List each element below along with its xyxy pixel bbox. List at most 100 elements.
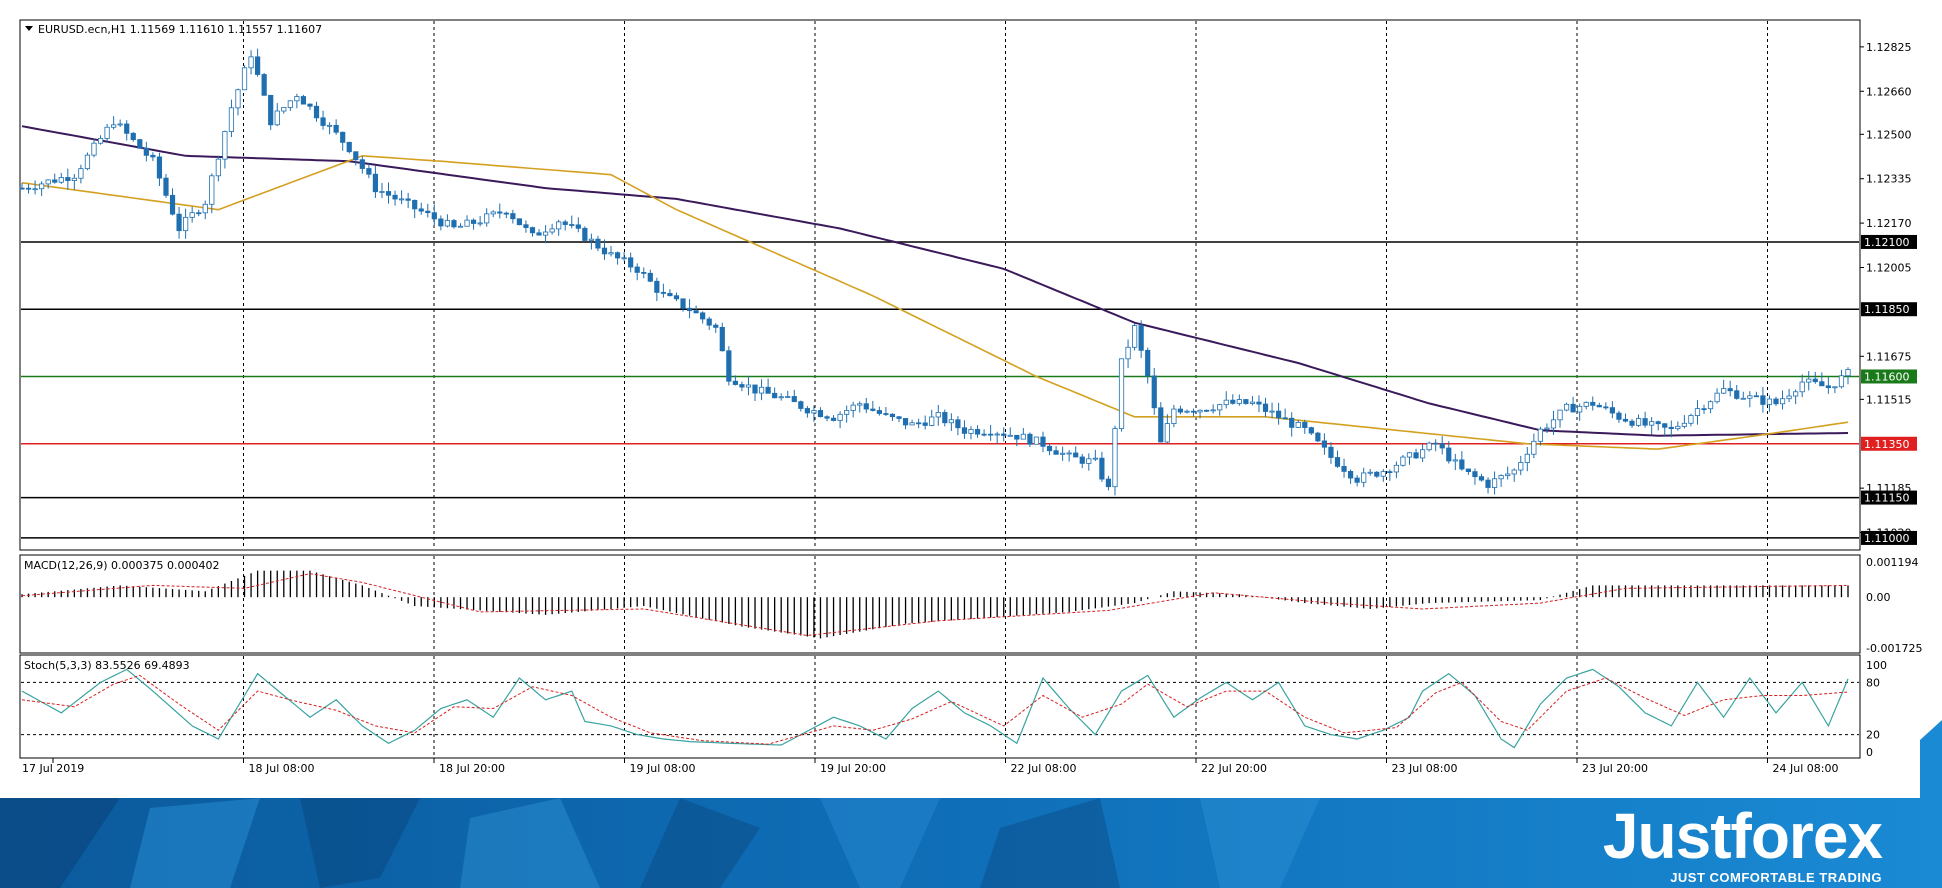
candle-body — [732, 380, 738, 385]
candle-body — [693, 310, 699, 314]
candle-body — [745, 384, 752, 388]
candle-body — [1243, 399, 1249, 404]
candle-body — [994, 433, 1000, 436]
candle-body — [837, 413, 843, 421]
candle-body — [209, 175, 215, 205]
candle-body — [300, 96, 307, 105]
candle-body — [248, 56, 254, 69]
stoch-signal-line — [21, 674, 1849, 745]
candle-body — [772, 392, 778, 399]
candle-body — [1707, 401, 1714, 410]
candle-body — [71, 177, 77, 181]
candle-body — [163, 177, 169, 196]
candle-body — [1773, 398, 1779, 405]
candle-body — [588, 238, 594, 241]
level-label: 1.11350 — [1864, 438, 1910, 451]
candle-body — [686, 307, 693, 312]
candle-body — [1295, 421, 1301, 428]
candle-body — [45, 179, 51, 185]
candle-body — [287, 100, 293, 108]
justforex-logo: Justforex JUST COMFORTABLE TRADING — [1562, 800, 1883, 888]
candle-body — [1001, 433, 1007, 436]
candle-body — [942, 412, 948, 424]
candle-body — [143, 147, 149, 156]
stoch-title: Stoch(5,3,3) 83.5526 69.4893 — [24, 659, 190, 672]
candle-body — [1132, 325, 1138, 348]
logo-brand: Justforex — [1602, 800, 1883, 872]
candle-body — [680, 298, 686, 309]
candle-body — [346, 141, 352, 153]
candle-body — [117, 123, 123, 126]
candle-body — [1315, 432, 1321, 442]
candle-body — [241, 67, 248, 91]
chart-menu-triangle-icon[interactable] — [25, 26, 33, 31]
price-axis: 1.12825 1.12660 1.12500 1.12335 1.12170 1.120… — [1860, 41, 1912, 540]
candle-body — [569, 224, 575, 226]
candle-body — [1812, 378, 1818, 383]
candle-body — [97, 137, 104, 144]
candle-body — [438, 218, 444, 227]
candle-body — [1819, 381, 1825, 387]
candle-body — [130, 132, 136, 141]
candle-body — [1125, 346, 1131, 360]
candle-body — [176, 213, 182, 232]
candle-body — [1524, 453, 1530, 463]
candle-body — [1276, 410, 1282, 419]
candle-body — [1184, 410, 1190, 413]
candle-body — [608, 252, 614, 255]
candle-body — [333, 124, 339, 133]
candle-body — [307, 103, 313, 107]
candle-body — [1642, 418, 1648, 426]
candle-body — [1204, 409, 1210, 412]
candle-body — [1230, 399, 1236, 404]
candle-body — [1799, 381, 1805, 393]
candle-body — [418, 208, 424, 212]
level-tag — [1861, 234, 1917, 249]
candle-body — [490, 211, 496, 215]
level-label: 1.12100 — [1864, 236, 1910, 249]
candle-body — [1518, 462, 1524, 471]
candle-body — [1734, 390, 1740, 399]
candle-body — [78, 168, 84, 179]
candle-body — [327, 124, 333, 127]
candle-body — [1714, 392, 1720, 403]
candle-body — [1112, 428, 1118, 488]
level-label: 1.11600 — [1864, 370, 1910, 383]
macd-axis: 0.001194 0.00 -0.001725 — [1866, 556, 1922, 655]
candle-body — [700, 312, 706, 320]
candle-body — [405, 198, 411, 201]
candle-body — [235, 89, 241, 109]
candle-body — [935, 412, 941, 418]
candle-body — [1563, 403, 1570, 411]
candle-body — [1485, 479, 1491, 488]
stoch-tick-label: 80 — [1866, 676, 1880, 689]
candle-body — [1033, 436, 1040, 445]
candle-body — [726, 350, 732, 382]
candle-body — [1118, 358, 1125, 430]
candle-body — [1040, 436, 1046, 447]
candle-body — [215, 158, 221, 177]
candle-body — [1727, 388, 1733, 392]
candle-body — [1832, 386, 1838, 389]
ma-fast-line — [21, 154, 1849, 450]
candle-body — [1622, 418, 1629, 422]
candle-body — [909, 422, 915, 426]
time-label: 23 Jul 20:00 — [1582, 762, 1648, 775]
candle-body — [804, 408, 810, 414]
candle-body — [634, 266, 640, 273]
candle-body — [431, 212, 437, 220]
candle-body — [353, 151, 359, 161]
candle-body — [981, 433, 987, 436]
candle-body — [1531, 440, 1537, 455]
candle-body — [1387, 471, 1393, 474]
macd-title: MACD(12,26,9) 0.000375 0.000402 — [24, 559, 220, 572]
candle-body — [1079, 456, 1085, 464]
candle-body — [1256, 401, 1262, 405]
candle-body — [39, 183, 45, 190]
candle-body — [1393, 464, 1400, 473]
stoch-tick-label: 100 — [1866, 659, 1887, 672]
candle-body — [1433, 442, 1439, 445]
candle-body — [1701, 408, 1707, 411]
level-label: 1.11150 — [1864, 492, 1910, 505]
